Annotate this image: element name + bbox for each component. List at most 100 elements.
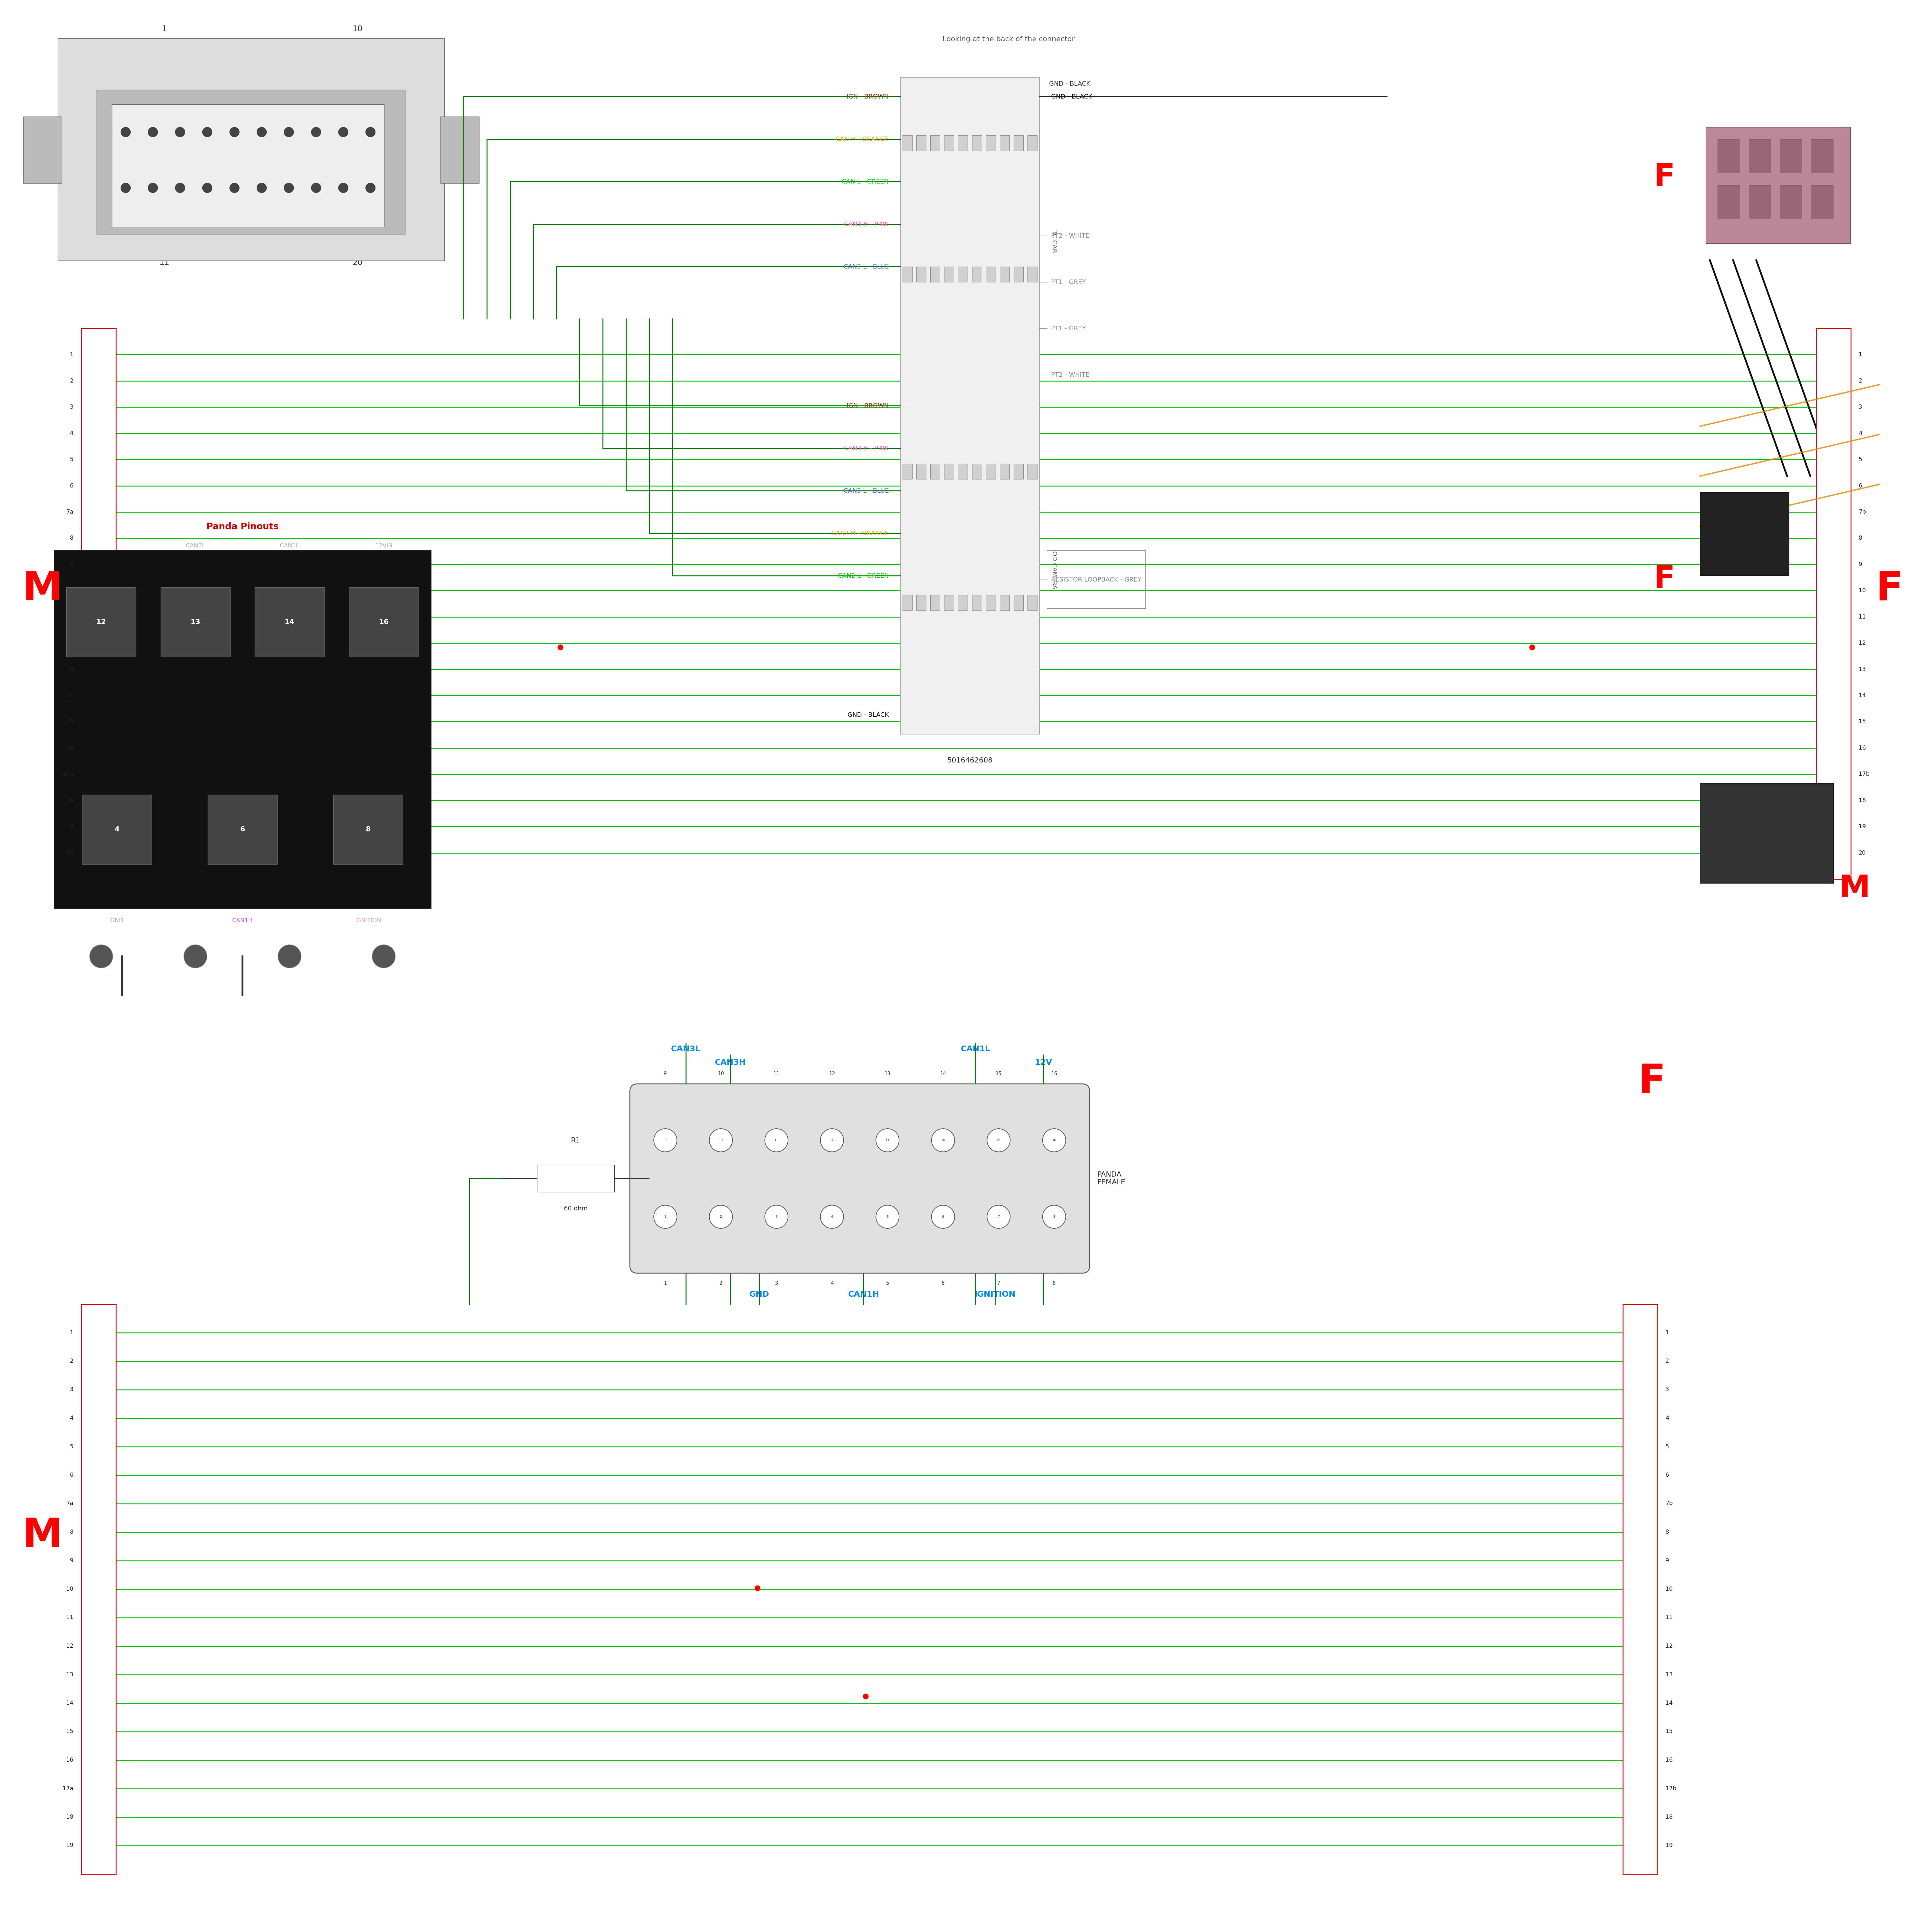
- Text: 5: 5: [1859, 456, 1862, 462]
- Bar: [945, 267, 954, 282]
- Bar: [1028, 267, 1037, 282]
- Text: M: M: [1839, 873, 1870, 904]
- Text: TC CAR: TC CAR: [1051, 230, 1057, 253]
- Text: 4: 4: [1859, 431, 1862, 437]
- Text: 3: 3: [70, 1387, 73, 1393]
- Bar: [958, 464, 968, 479]
- Text: 9: 9: [70, 562, 73, 568]
- FancyBboxPatch shape: [630, 1084, 1090, 1273]
- Text: 12: 12: [831, 1138, 835, 1142]
- Circle shape: [1043, 1206, 1066, 1229]
- Text: 16: 16: [1051, 1072, 1057, 1076]
- Text: 10: 10: [719, 1138, 723, 1142]
- Bar: [1014, 267, 1024, 282]
- Text: 20: 20: [1859, 850, 1866, 856]
- Circle shape: [1043, 1128, 1066, 1151]
- Text: GND - BLACK: GND - BLACK: [1049, 81, 1090, 87]
- Text: 14: 14: [1859, 692, 1866, 697]
- Text: 12: 12: [1665, 1642, 1673, 1650]
- Bar: [900, 77, 1039, 734]
- Text: 11: 11: [66, 1615, 73, 1621]
- Text: 10: 10: [66, 1586, 73, 1592]
- Text: 1: 1: [162, 25, 166, 33]
- Circle shape: [184, 945, 207, 968]
- Text: 5: 5: [70, 456, 73, 462]
- Text: 20: 20: [66, 850, 73, 856]
- Text: 14: 14: [66, 1700, 73, 1706]
- Text: 16: 16: [1859, 746, 1866, 752]
- Text: 13: 13: [1665, 1671, 1673, 1677]
- Text: 12V: 12V: [1034, 1059, 1053, 1066]
- Text: Looking at the back of the connector: Looking at the back of the connector: [943, 37, 1074, 43]
- Text: 1: 1: [70, 352, 73, 357]
- Text: 15: 15: [995, 1072, 1001, 1076]
- Text: 12: 12: [829, 1072, 835, 1076]
- Bar: [985, 135, 995, 151]
- Text: F: F: [1876, 570, 1903, 609]
- Circle shape: [931, 1206, 954, 1229]
- Text: IGNITION: IGNITION: [355, 918, 381, 923]
- Text: 19: 19: [1859, 823, 1866, 829]
- Text: 7a: 7a: [66, 508, 73, 514]
- Bar: [916, 135, 925, 151]
- Bar: [537, 1165, 614, 1192]
- Text: CAN1L: CAN1L: [280, 543, 299, 549]
- Circle shape: [257, 184, 267, 193]
- Bar: [1810, 139, 1833, 172]
- Text: 15: 15: [66, 1729, 73, 1735]
- Text: 15: 15: [66, 719, 73, 724]
- Bar: [931, 595, 941, 611]
- Bar: [81, 1304, 116, 1874]
- Text: 18: 18: [66, 798, 73, 804]
- Text: 3: 3: [70, 404, 73, 410]
- Text: 3: 3: [775, 1281, 779, 1287]
- Text: 18: 18: [1859, 798, 1866, 804]
- Bar: [1718, 185, 1739, 218]
- Bar: [54, 551, 431, 908]
- Text: F: F: [1638, 1063, 1665, 1101]
- Text: CAN3L: CAN3L: [185, 543, 205, 549]
- Text: IGN - BROWN: IGN - BROWN: [846, 402, 889, 410]
- Text: GND - BLACK: GND - BLACK: [1051, 93, 1092, 100]
- Bar: [1014, 464, 1024, 479]
- Circle shape: [875, 1206, 898, 1229]
- Bar: [1816, 328, 1851, 879]
- Text: 16: 16: [1665, 1758, 1673, 1764]
- Text: M: M: [23, 570, 62, 609]
- Text: 2: 2: [721, 1215, 723, 1219]
- Bar: [945, 464, 954, 479]
- Text: PANDA
FEMALE: PANDA FEMALE: [1097, 1171, 1126, 1186]
- Bar: [1014, 595, 1024, 611]
- Text: 7a: 7a: [66, 1501, 73, 1507]
- Text: 2: 2: [70, 1358, 73, 1364]
- Circle shape: [149, 184, 158, 193]
- Text: 13: 13: [1859, 667, 1866, 672]
- Circle shape: [987, 1206, 1010, 1229]
- Text: F: F: [1654, 162, 1675, 193]
- Bar: [958, 595, 968, 611]
- Text: 1: 1: [1859, 352, 1862, 357]
- Bar: [58, 39, 444, 261]
- Text: Panda Pinouts: Panda Pinouts: [207, 522, 278, 531]
- Bar: [945, 595, 954, 611]
- Text: 2: 2: [719, 1281, 723, 1287]
- Bar: [958, 135, 968, 151]
- Bar: [1001, 267, 1010, 282]
- Text: 4: 4: [114, 827, 120, 833]
- Text: 5: 5: [887, 1215, 889, 1219]
- Text: 5016462608: 5016462608: [947, 757, 993, 763]
- Bar: [160, 587, 230, 657]
- Bar: [931, 135, 941, 151]
- Text: CAN3 L - BLUE: CAN3 L - BLUE: [844, 263, 889, 270]
- Bar: [1028, 464, 1037, 479]
- Bar: [1706, 128, 1851, 243]
- Text: 1: 1: [665, 1281, 667, 1287]
- Text: 17a: 17a: [62, 1785, 73, 1791]
- Text: 6: 6: [941, 1281, 945, 1287]
- Bar: [1700, 493, 1789, 576]
- Circle shape: [765, 1206, 788, 1229]
- Bar: [902, 135, 912, 151]
- Text: M: M: [23, 1517, 62, 1555]
- Circle shape: [709, 1206, 732, 1229]
- Text: PT2 - WHITE: PT2 - WHITE: [1051, 232, 1090, 240]
